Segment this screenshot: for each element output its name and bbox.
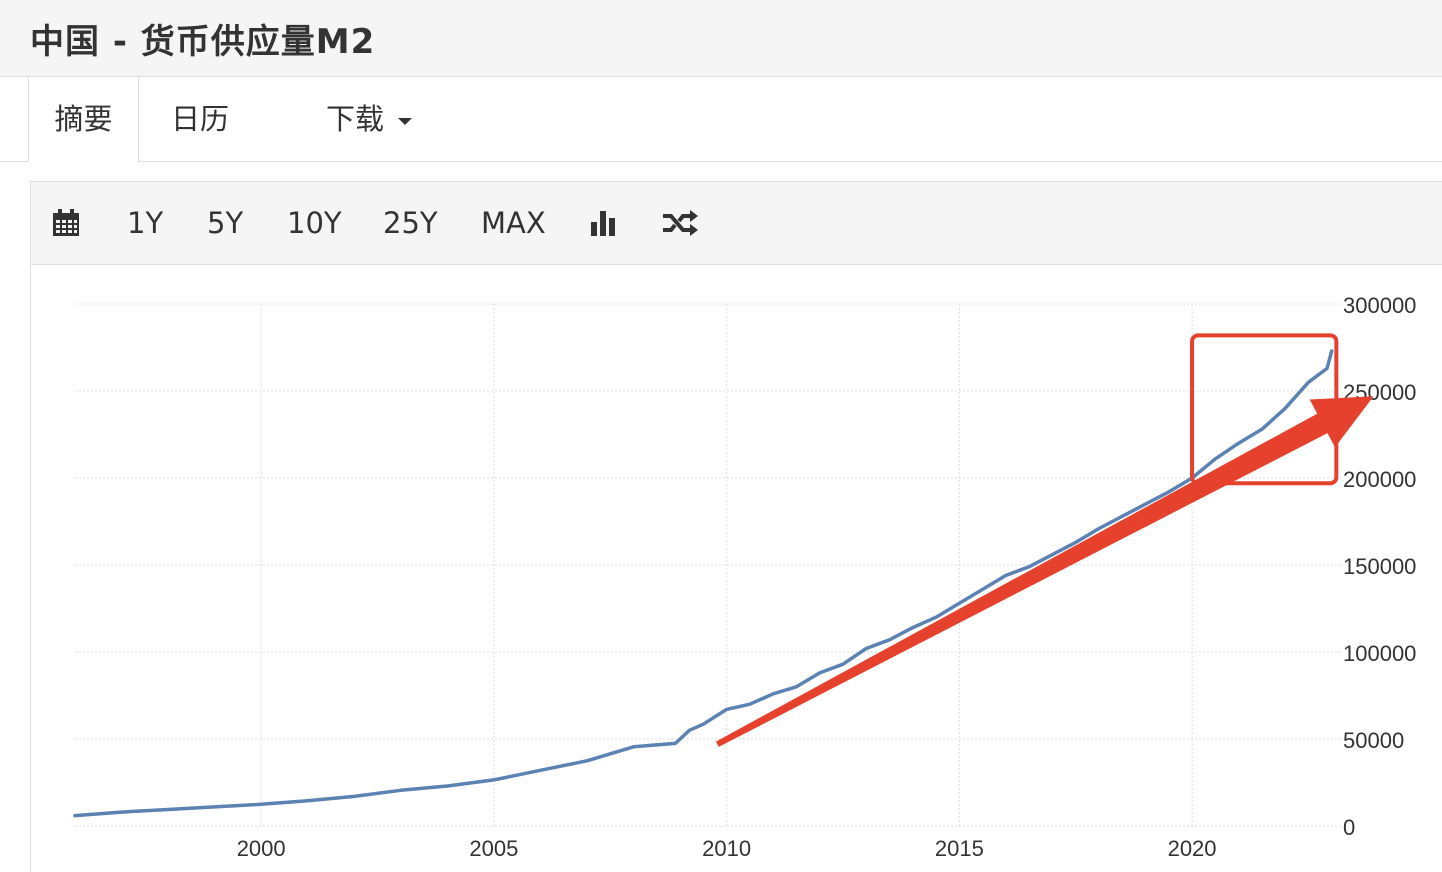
bar-chart-icon[interactable] bbox=[589, 182, 619, 264]
shuffle-icon[interactable] bbox=[661, 182, 699, 264]
tab-download[interactable]: 下载 bbox=[326, 77, 413, 161]
y-tick-label: 100000 bbox=[1343, 641, 1416, 666]
tab-divider bbox=[0, 161, 1442, 162]
tab-summary[interactable]: 摘要 bbox=[29, 77, 139, 163]
y-tick-label: 0 bbox=[1343, 815, 1355, 840]
tab-download-label: 下载 bbox=[326, 102, 385, 136]
tab-calendar-label: 日历 bbox=[171, 102, 230, 136]
tab-summary-label: 摘要 bbox=[54, 102, 113, 136]
range-1y-button[interactable]: 1Y bbox=[127, 206, 164, 240]
calendar-icon[interactable] bbox=[51, 182, 81, 264]
chart-area: 0 50000 100000 150000 200000 250000 300000 2000… bbox=[30, 266, 1442, 872]
y-tick-label: 150000 bbox=[1343, 554, 1416, 579]
x-tick-label: 2015 bbox=[935, 836, 984, 861]
chart-toolbar: 1Y 5Y 10Y 25Y MAX bbox=[30, 181, 1442, 265]
y-tick-label: 200000 bbox=[1343, 467, 1416, 492]
range-5y-button[interactable]: 5Y bbox=[207, 206, 244, 240]
m2-line-chart[interactable]: 0500001000001500002000002500003000002000… bbox=[31, 266, 1442, 872]
page-title: 中国 - 货币供应量M2 bbox=[30, 22, 376, 62]
tab-left-edge bbox=[0, 77, 29, 161]
m2-series-line bbox=[73, 349, 1334, 818]
y-tick-label: 300000 bbox=[1343, 293, 1416, 318]
x-tick-label: 2005 bbox=[469, 836, 518, 861]
range-10y-button[interactable]: 10Y bbox=[287, 206, 342, 240]
caret-down-icon bbox=[398, 117, 413, 125]
range-25y-button[interactable]: 25Y bbox=[383, 206, 438, 240]
range-max-button[interactable]: MAX bbox=[481, 206, 546, 240]
tab-bar: 摘要 日历 下载 bbox=[0, 77, 1442, 163]
x-tick-label: 2000 bbox=[237, 836, 286, 861]
highlight-box bbox=[1190, 333, 1339, 486]
x-tick-label: 2010 bbox=[702, 836, 751, 861]
tab-calendar[interactable]: 日历 bbox=[171, 77, 229, 161]
title-bar: 中国 - 货币供应量M2 bbox=[0, 0, 1442, 77]
y-tick-label: 50000 bbox=[1343, 728, 1404, 753]
trend-arrow bbox=[715, 396, 1374, 747]
x-tick-label: 2020 bbox=[1168, 836, 1217, 861]
